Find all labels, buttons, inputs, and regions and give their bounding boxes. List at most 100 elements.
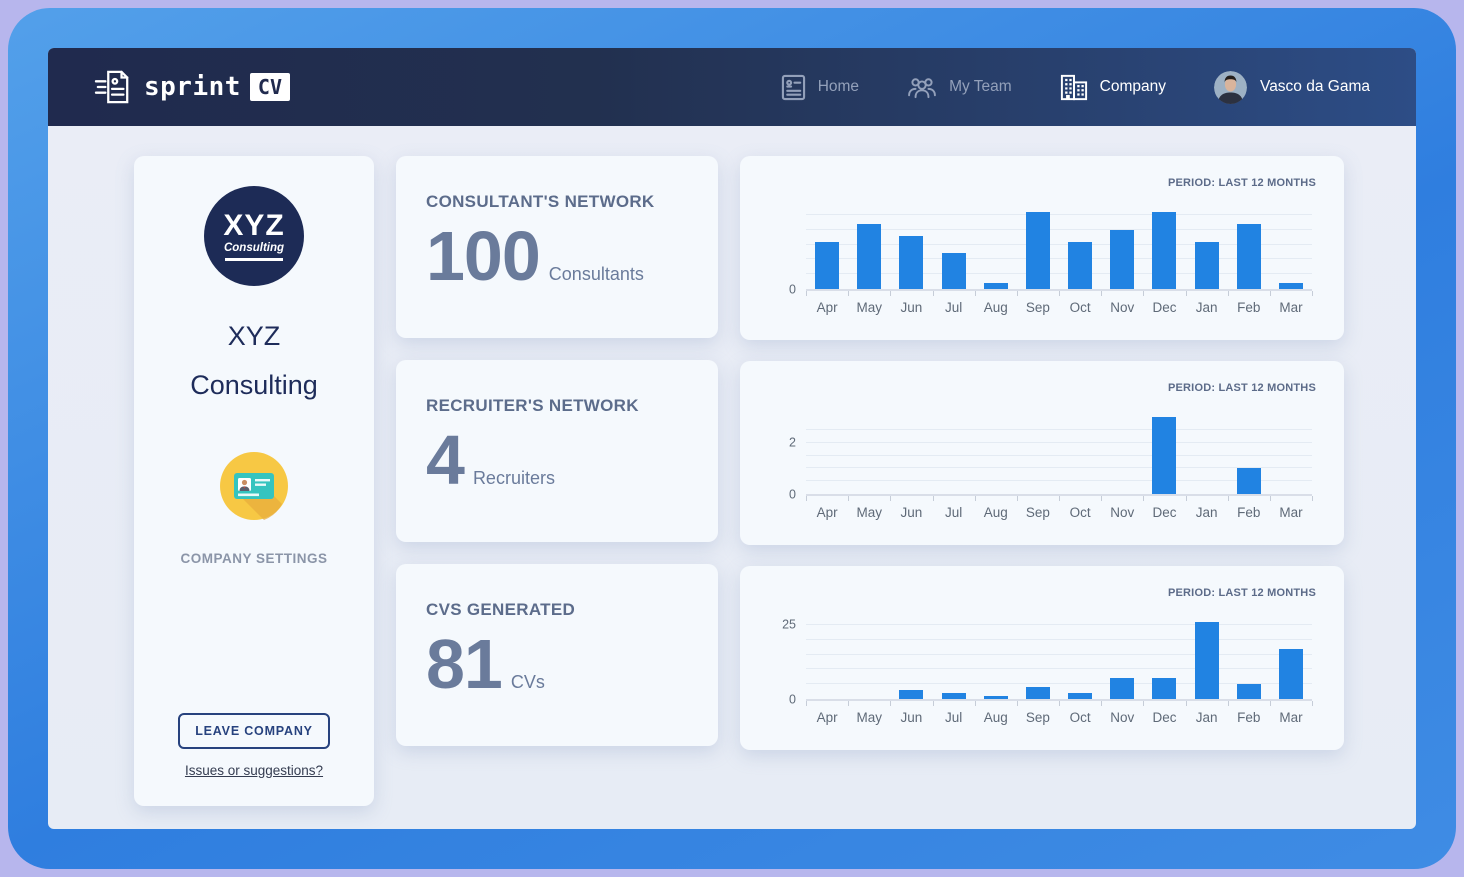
chart-x-tick [848,291,850,296]
chart-x-tick [806,496,807,501]
chart-bar-slot [848,417,890,494]
chart-bar-slot [975,417,1017,494]
chart-bar-slot [1186,212,1228,289]
chart-x-tick [890,291,892,296]
cvs-chart-card: PERIOD: LAST 12 MONTHS 25 0 Apr May Jun Jul A… [740,566,1344,750]
stat-value: 100 [426,217,541,295]
stat-unit: CVs [510,672,545,692]
company-name: XYZ Consulting [190,312,318,410]
chart-x-tick [1016,496,1018,501]
chart-bar-slot [1228,212,1270,289]
chart-bar-slot [1143,212,1185,289]
stat-unit: Consultants [548,264,644,284]
chart-gridline [806,258,1312,260]
chart-bar-slot [890,212,932,289]
chart-bar-slot [1143,417,1185,494]
chart-y-tick-label: 0 [789,281,796,296]
bar-dec [1152,417,1177,494]
nav-item-company[interactable]: Company [1060,74,1166,101]
chart-month-label: Jul [944,505,963,520]
chart-bar-slot [1228,622,1270,699]
chart-gridline [806,228,1312,230]
chart-period-label: PERIOD: LAST 12 MONTHS [1167,177,1316,189]
chart-bar-slot [975,622,1017,699]
nav-item-label: Company [1099,78,1166,95]
cvs-bar-chart: 25 0 [782,619,1313,706]
stat-value-row: 81 CVs [426,627,718,702]
bar-jan [1194,622,1219,699]
chart-bar-slot [1186,417,1228,494]
chart-x-tick [974,291,976,296]
chart-x-tick [932,701,934,706]
company-logo-subtext: Consulting [223,242,285,254]
stats-column: CONSULTANT'S NETWORK 100 Consultants REC… [396,156,718,746]
leave-company-button[interactable]: LEAVE COMPANY [178,713,330,749]
chart-bar-slot [848,622,890,699]
bar-apr [815,241,840,289]
company-settings[interactable]: COMPANY SETTINGS [180,452,327,566]
chart-x-axis-labels: Apr May Jun Jul Aug Sep Oct Nov Dec Jan Feb Mar [806,505,1312,520]
stat-value-row: 4 Recruiters [426,421,718,499]
chart-x-tick [806,291,807,296]
chart-x-tick [1185,496,1187,501]
chart-bar-slot [1270,212,1312,289]
recruiters-network-card: RECRUITER'S NETWORK 4 Recruiters [396,360,718,542]
cvs-generated-card: CVS GENERATED 81 CVs [396,564,718,746]
bar-nov [1110,229,1135,289]
company-logo: XYZ Consulting [204,186,304,286]
chart-month-label: May [856,505,883,520]
app-logo[interactable]: sprint CV [94,69,291,105]
chart-bar-slot [1059,212,1101,289]
main-content: XYZ Consulting XYZ Consulting [48,126,1416,829]
chart-x-tick [1312,291,1313,296]
chart-gridline [806,668,1312,670]
sprint-cv-logo-icon [94,69,132,105]
bar-oct [1068,241,1093,289]
user-menu[interactable]: Vasco da Gama [1214,70,1370,104]
chart-gridline [806,467,1312,469]
chart-x-tick [1185,701,1187,706]
chart-month-label: May [856,300,883,315]
chart-x-tick [806,701,807,706]
chart-bar-slot [933,212,975,289]
nav-item-label: My Team [949,78,1012,95]
chart-x-tick [1016,291,1018,296]
chart-bar-slot [1270,622,1312,699]
bar-feb [1236,468,1261,494]
chart-bar-slot [848,212,890,289]
chart-gridline [806,243,1312,245]
chart-period-label: PERIOD: LAST 12 MONTHS [1167,587,1316,599]
issues-suggestions-link[interactable]: Issues or suggestions? [184,763,324,778]
chart-month-label: Oct [1069,710,1091,725]
stat-value: 4 [426,421,465,499]
nav-menu: Home My Team [781,70,1370,104]
nav-item-my-team[interactable]: My Team [907,75,1012,99]
chart-month-label: Feb [1237,710,1261,725]
chart-gridline [806,273,1312,275]
chart-gridline [806,683,1312,685]
nav-item-home[interactable]: Home [781,74,859,101]
chart-gridline [806,213,1312,215]
chart-bar-slot [806,622,848,699]
company-logo-underline [225,258,283,261]
chart-month-label: May [856,710,883,725]
company-name-line1: XYZ [227,321,281,351]
chart-month-label: Nov [1110,505,1135,520]
chart-x-tick [1059,496,1060,501]
chart-month-label: Apr [816,505,838,520]
device-frame: sprint CV Home [8,8,1456,869]
chart-x-tick [1312,496,1313,501]
chart-month-label: Dec [1152,505,1177,520]
chart-month-label: Aug [983,710,1008,725]
chart-bar-slot [933,417,975,494]
chart-month-label: Mar [1279,505,1303,520]
chart-x-axis-labels: Apr May Jun Jul Aug Sep Oct Nov Dec Jan Feb Mar [806,300,1312,315]
chart-x-tick [1101,701,1103,706]
chart-bar-slot [933,622,975,699]
chart-bar-slot [1101,212,1143,289]
consultants-chart-card: PERIOD: LAST 12 MONTHS 0 Apr May Jun Jul Aug… [740,156,1344,340]
chart-month-label: Oct [1069,505,1091,520]
navbar: sprint CV Home [48,48,1416,126]
chart-bars [806,622,1312,699]
